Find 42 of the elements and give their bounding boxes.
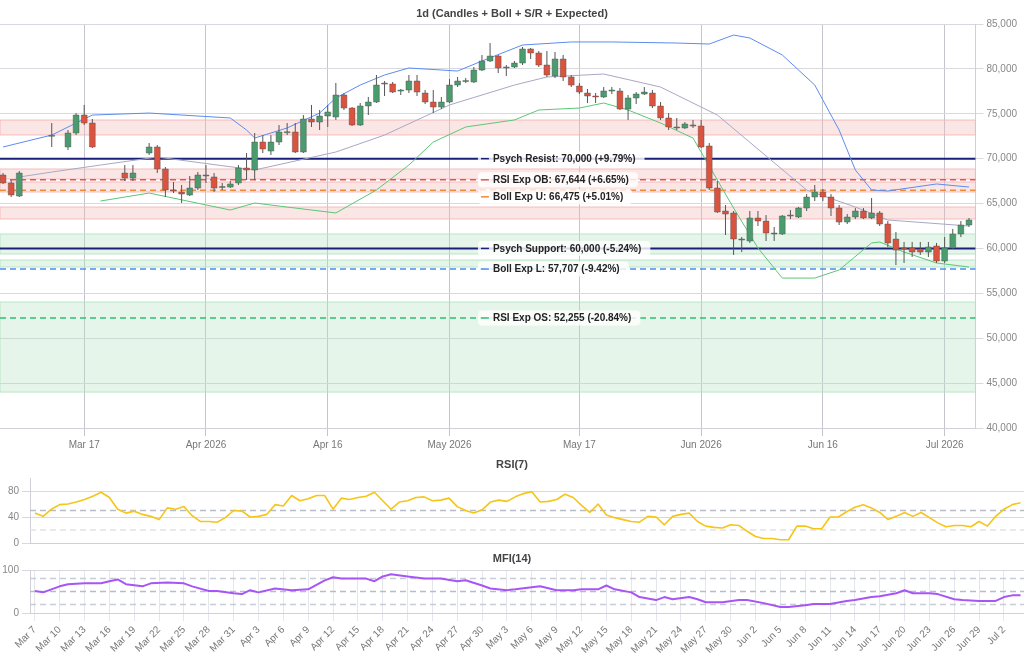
- y-tick-label: 45,000: [986, 376, 1018, 388]
- y-tick-label: 40: [7, 510, 20, 522]
- y-tick-label: 55,000: [986, 287, 1018, 299]
- x-tick-label: Jun 16: [807, 438, 839, 450]
- x-tick-label: Jun 8: [783, 623, 809, 649]
- y-tick-label: 60,000: [986, 242, 1018, 254]
- chart-title: 1d (Candles + Boll + S/R + Expected): [415, 7, 609, 19]
- ref-line-label: Boll Exp L: 57,707 (-9.42%): [492, 263, 620, 275]
- y-tick-label: 70,000: [986, 152, 1018, 164]
- x-tick-label: May 17: [562, 438, 597, 450]
- x-tick-label: Jun 5: [758, 623, 784, 649]
- x-tick-label: Jun 2: [733, 623, 760, 649]
- x-tick-label: Apr 6: [262, 623, 287, 649]
- y-tick-label: 85,000: [986, 17, 1018, 29]
- y-tick-label: 0: [13, 536, 20, 548]
- chart-title: MFI(14): [491, 552, 533, 564]
- y-tick-label: 75,000: [986, 107, 1018, 119]
- x-tick-label: Jul 2: [984, 623, 1008, 647]
- ref-line-label: Psych Resist: 70,000 (+9.79%): [492, 152, 636, 164]
- candlestick: [48, 122, 55, 148]
- ref-line-label: RSI Exp OB: 67,644 (+6.65%): [492, 174, 629, 186]
- x-tick-label: May 2026: [427, 438, 472, 450]
- y-tick-label: 65,000: [986, 197, 1018, 209]
- y-tick-label: 40,000: [986, 421, 1018, 433]
- y-tick-label: 100: [2, 563, 20, 575]
- x-tick-label: Mar 17: [68, 438, 101, 450]
- y-tick-label: 0: [13, 606, 20, 618]
- ref-line-label: Boll Exp U: 66,475 (+5.01%): [492, 191, 624, 203]
- ref-line-label: Psych Support: 60,000 (-5.24%): [492, 242, 642, 254]
- x-tick-label: Apr 16: [313, 438, 343, 450]
- chart-title: RSI(7): [495, 458, 529, 470]
- x-tick-label: Jun 2026: [680, 438, 723, 450]
- x-tick-label: May 3: [483, 623, 511, 651]
- x-tick-label: Jul 2026: [925, 438, 964, 450]
- y-tick-label: 80,000: [986, 62, 1018, 74]
- x-tick-label: Apr 9: [286, 623, 312, 649]
- x-tick-label: May 6: [508, 623, 536, 651]
- y-tick-label: 80: [7, 484, 20, 496]
- x-tick-label: Apr 3: [237, 623, 263, 649]
- y-tick-label: 50,000: [986, 331, 1018, 343]
- ref-line-label: RSI Exp OS: 52,255 (-20.84%): [492, 312, 632, 324]
- x-tick-label: Apr 2026: [185, 438, 227, 450]
